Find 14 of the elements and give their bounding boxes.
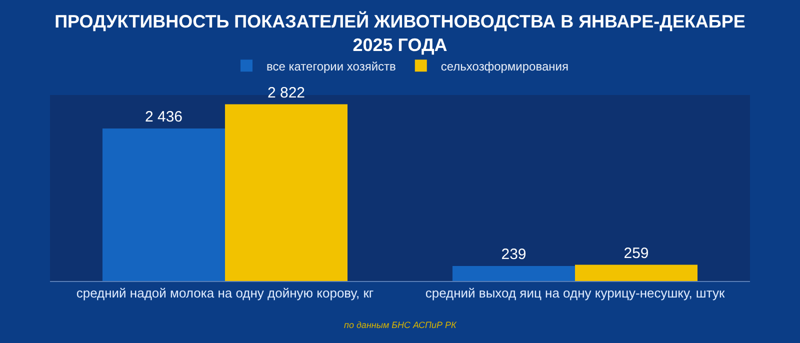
text: по данным БНС АСПиР РК [344,320,458,330]
bar [452,266,575,281]
legend-label: сельхозформирования [440,59,568,74]
bar [575,264,698,281]
x-tick-label: средний выход яиц на одну курицу-несушку, штук [425,286,725,301]
data-label: 259 [624,244,649,262]
data-label: 2 436 [144,108,183,126]
legend-label: все категории хозяйств [266,59,396,74]
bar [225,104,348,281]
x-tick-label: средний надой молока на одну дойную корову, кг [76,286,374,301]
bar [102,128,225,281]
data-label: 2 822 [267,84,306,102]
chart-title: ПРОДУКТИВНОСТЬ ПОКАЗАТЕЛЕЙ ЖИВОТНОВОДСТВА В ЯНВАРЕ-ДЕКАБРЕ 2025 ГОДА [54,10,746,55]
data-label: 239 [501,246,526,264]
